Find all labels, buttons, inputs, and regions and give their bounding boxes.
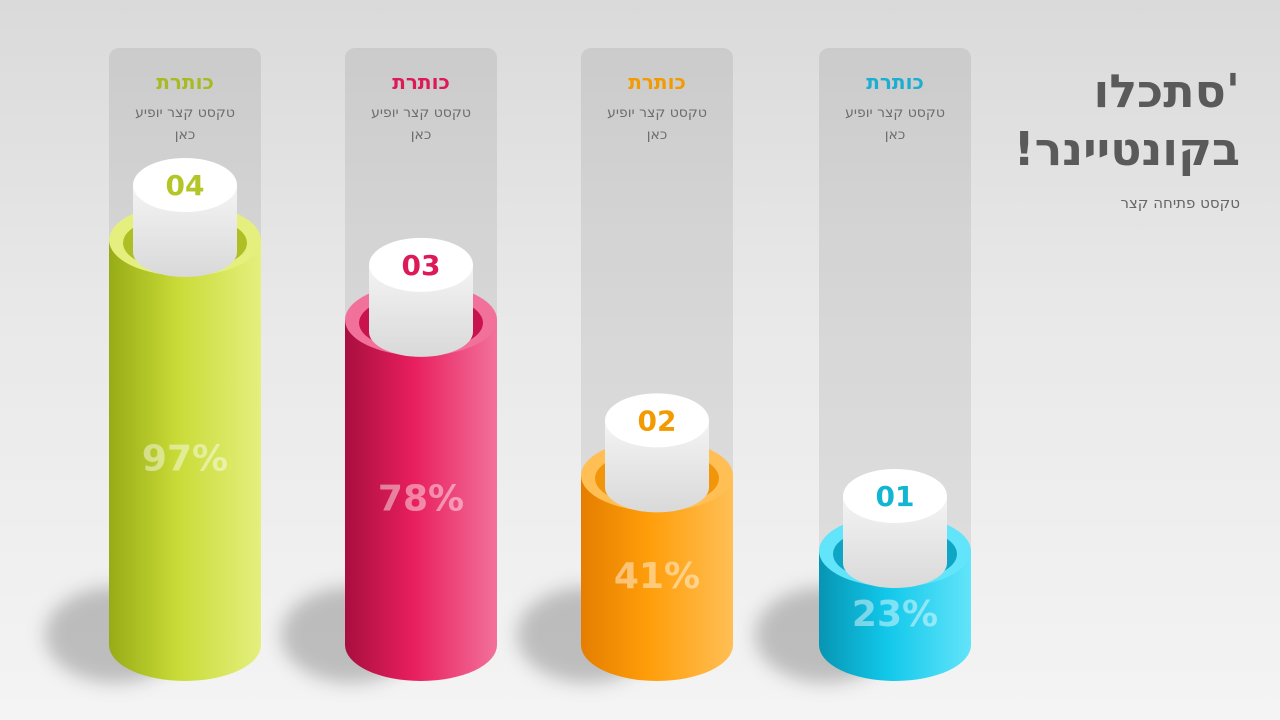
number-cap-top	[605, 393, 709, 448]
number-cap-top	[133, 158, 237, 212]
cylinder-body	[109, 240, 261, 681]
bar-percent-label: 23%	[852, 594, 938, 635]
bar-number-label: 04	[166, 169, 205, 202]
cylinder-body	[581, 475, 733, 681]
column-description-line-1: טקסט קצר יופיע	[607, 105, 707, 121]
column-description-line-1: טקסט קצר יופיע	[845, 105, 945, 121]
cylinder-bar-03: 03 78%	[281, 237, 497, 683]
bar-percent-label: 78%	[378, 478, 464, 519]
column-description-line-2: כאן	[884, 127, 906, 143]
cylinder-bar-01: 01 23%	[755, 469, 971, 683]
column-heading-01: כותרת	[866, 70, 924, 94]
column-description-line-1: טקסט קצר יופיע	[135, 105, 235, 121]
column-description-04: טקסט קצר יופיע כאן	[109, 102, 261, 146]
cylinder-bar-02: 02 41%	[517, 393, 733, 683]
bar-number-label: 02	[638, 404, 677, 437]
bar-number-label: 01	[876, 480, 915, 513]
cylinder-bar-04: 04 97%	[45, 158, 261, 683]
bar-percent-label: 97%	[142, 439, 228, 480]
title-line-1: 'סתכלו	[1093, 64, 1240, 118]
bar-percent-label: 41%	[614, 556, 700, 597]
column-heading-03: כותרת	[392, 70, 450, 94]
column-description-line-2: כאן	[646, 127, 668, 143]
column-description-03: טקסט קצר יופיע כאן	[345, 102, 497, 146]
number-cap-top	[843, 469, 947, 523]
page-title: 'סתכלו בקונטיינר!	[920, 62, 1240, 178]
bar-number-label: 03	[402, 249, 441, 282]
cylinder-body	[819, 551, 971, 681]
column-heading-04: כותרת	[156, 70, 214, 94]
cylinder-body	[345, 319, 497, 681]
column-description-line-2: כאן	[174, 127, 196, 143]
column-heading-02: כותרת	[628, 70, 686, 94]
column-description-line-1: טקסט קצר יופיע	[371, 105, 471, 121]
page-subtitle: טקסט פתיחה קצר	[1120, 194, 1240, 212]
column-description-02: טקסט קצר יופיע כאן	[581, 102, 733, 146]
number-cap-top	[369, 237, 473, 292]
title-line-2: בקונטיינר!	[1013, 122, 1240, 176]
column-description-01: טקסט קצר יופיע כאן	[819, 102, 971, 146]
column-description-line-2: כאן	[410, 127, 432, 143]
